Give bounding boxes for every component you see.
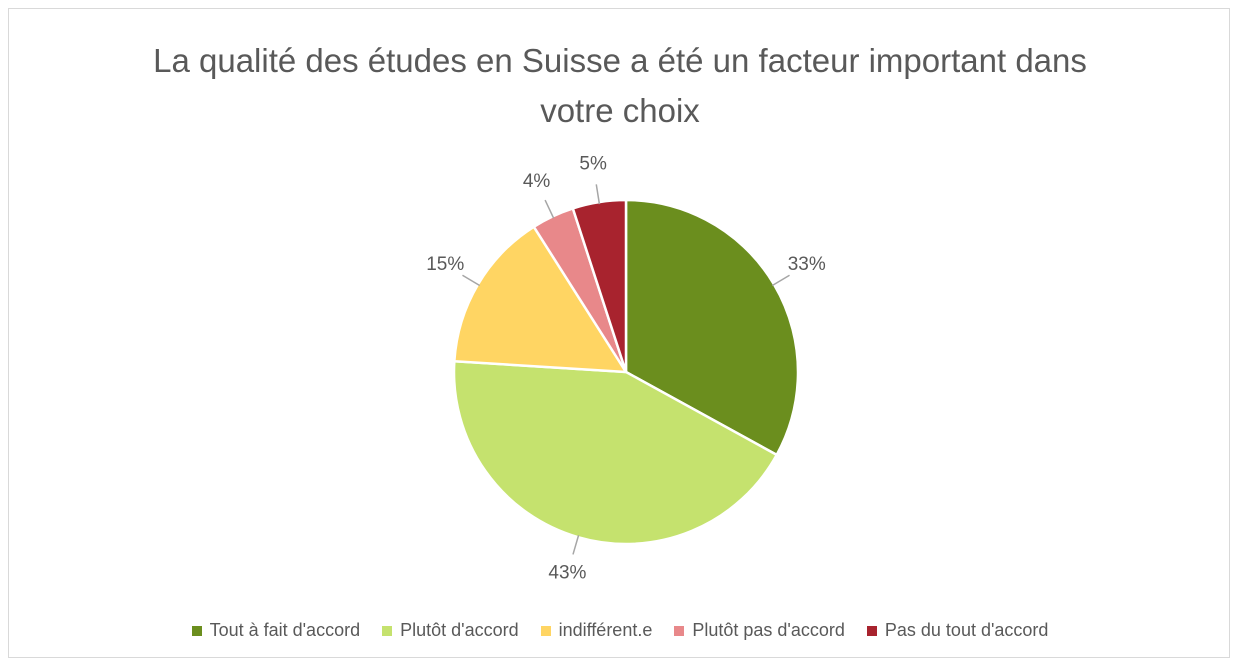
data-label: 33%	[788, 254, 826, 275]
chart-frame	[8, 8, 1230, 658]
data-label: 5%	[579, 154, 607, 175]
legend-label: indifférent.e	[558, 620, 653, 640]
leader-line	[595, 184, 601, 205]
chart-title: La qualité des études en Suisse a été un…	[153, 42, 1087, 129]
legend-label: Plutôt d'accord	[400, 620, 519, 640]
data-label: 4%	[523, 171, 551, 192]
leader-line	[544, 199, 555, 219]
legend-swatch	[540, 625, 551, 636]
legend-swatch	[866, 625, 877, 636]
leader-line	[771, 274, 790, 287]
leader-line	[572, 535, 580, 555]
data-label: 43%	[548, 563, 586, 584]
legend-item: Pas du tout d'accord	[866, 620, 1049, 641]
legend-swatch	[674, 625, 685, 636]
legend-swatch	[382, 625, 393, 636]
legend: Tout à fait d'accord Plutôt d'accord indif…	[0, 620, 1240, 641]
legend-item: Plutôt pas d'accord	[674, 620, 845, 641]
legend-item: indifférent.e	[540, 620, 653, 641]
legend-label: Pas du tout d'accord	[884, 620, 1049, 640]
legend-label: Tout à fait d'accord	[209, 620, 361, 640]
legend-label: Plutôt pas d'accord	[692, 620, 845, 640]
legend-item: Tout à fait d'accord	[191, 620, 361, 641]
data-label: 15%	[426, 254, 464, 275]
leader-line	[462, 274, 481, 287]
legend-swatch	[191, 625, 202, 636]
legend-item: Plutôt d'accord	[382, 620, 519, 641]
